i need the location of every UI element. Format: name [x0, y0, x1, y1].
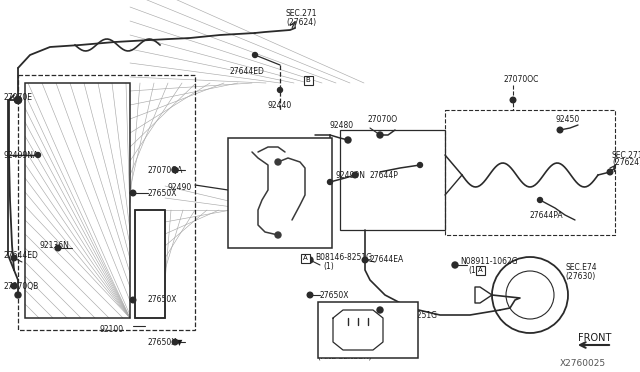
- Text: 27644EA: 27644EA: [370, 256, 404, 264]
- Text: A: A: [303, 255, 307, 261]
- Bar: [476, 266, 484, 275]
- Circle shape: [345, 137, 351, 143]
- Text: SEC.E74: SEC.E74: [565, 263, 596, 273]
- Text: 92499N: 92499N: [335, 170, 365, 180]
- Bar: [18, 75, 195, 330]
- Text: 27070E: 27070E: [3, 93, 32, 102]
- Text: (1): (1): [388, 320, 399, 328]
- Text: 27070QB: 27070QB: [3, 282, 38, 292]
- Text: 27650X: 27650X: [148, 189, 177, 198]
- Text: (27624): (27624): [286, 17, 316, 26]
- Circle shape: [307, 292, 313, 298]
- Text: 92480: 92480: [330, 121, 354, 129]
- Text: 27650X▼: 27650X▼: [148, 337, 184, 346]
- Text: 92136N: 92136N: [40, 241, 70, 250]
- Text: 27650X: 27650X: [320, 291, 349, 299]
- Circle shape: [275, 232, 281, 238]
- Text: 27644ED: 27644ED: [230, 67, 265, 77]
- Bar: [228, 138, 332, 248]
- Circle shape: [538, 198, 543, 202]
- Circle shape: [557, 127, 563, 133]
- Circle shape: [362, 257, 368, 263]
- Text: 27644E: 27644E: [290, 144, 319, 153]
- Circle shape: [172, 167, 178, 173]
- Text: 27070O: 27070O: [368, 115, 398, 125]
- Text: B08146-8251G: B08146-8251G: [315, 253, 372, 263]
- Text: 27644E: 27644E: [290, 235, 319, 244]
- Text: X2760025: X2760025: [560, 359, 606, 368]
- Circle shape: [607, 169, 613, 175]
- Text: 92440: 92440: [268, 100, 292, 109]
- Circle shape: [452, 262, 458, 268]
- Bar: [303, 76, 312, 84]
- Bar: [445, 110, 615, 235]
- Bar: [135, 210, 165, 318]
- Circle shape: [307, 257, 313, 263]
- Bar: [25, 83, 130, 318]
- Circle shape: [130, 297, 136, 303]
- Text: 27070OC: 27070OC: [503, 76, 538, 84]
- Bar: [340, 130, 445, 230]
- Text: (1): (1): [323, 263, 333, 272]
- Circle shape: [15, 96, 22, 103]
- Text: 92499NA: 92499NA: [3, 151, 38, 160]
- Text: N08911-1062G: N08911-1062G: [460, 257, 518, 266]
- Text: SEC.271: SEC.271: [286, 9, 317, 17]
- Text: FRONT: FRONT: [578, 333, 611, 343]
- Circle shape: [35, 153, 40, 157]
- Circle shape: [15, 96, 22, 103]
- Text: (1): (1): [468, 266, 479, 276]
- Text: 92490: 92490: [168, 183, 192, 192]
- Text: B: B: [306, 77, 310, 83]
- Circle shape: [172, 339, 178, 345]
- Text: 92100: 92100: [100, 326, 124, 334]
- Text: 27644P: 27644P: [370, 170, 399, 180]
- Text: A: A: [477, 267, 483, 273]
- Circle shape: [15, 292, 21, 298]
- Circle shape: [510, 97, 516, 103]
- Text: (27624): (27624): [612, 158, 640, 167]
- Circle shape: [377, 307, 383, 313]
- Text: 27760: 27760: [385, 321, 409, 330]
- Circle shape: [55, 245, 61, 251]
- Text: (ANB SENSOR): (ANB SENSOR): [318, 354, 372, 360]
- Bar: [301, 253, 310, 263]
- Text: (27630): (27630): [565, 273, 595, 282]
- Circle shape: [11, 283, 17, 289]
- Circle shape: [11, 255, 17, 261]
- Circle shape: [275, 159, 281, 165]
- Circle shape: [417, 163, 422, 167]
- Bar: [318, 302, 418, 358]
- Circle shape: [278, 87, 282, 93]
- Circle shape: [253, 52, 257, 58]
- Text: 27650X: 27650X: [148, 295, 177, 305]
- Bar: [135, 210, 165, 318]
- Text: B08146-8251G: B08146-8251G: [380, 311, 437, 320]
- Circle shape: [328, 180, 333, 185]
- Text: SEC.271: SEC.271: [612, 151, 640, 160]
- Circle shape: [352, 172, 358, 178]
- Text: 27070QA: 27070QA: [148, 166, 184, 174]
- Text: 92450: 92450: [555, 115, 579, 125]
- Text: 27644ED: 27644ED: [3, 250, 38, 260]
- Text: 27644PA: 27644PA: [530, 211, 564, 219]
- Circle shape: [377, 132, 383, 138]
- Circle shape: [130, 190, 136, 196]
